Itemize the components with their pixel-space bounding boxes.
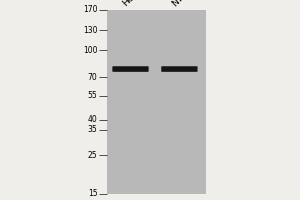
Text: 15: 15 <box>88 190 98 198</box>
Text: 130: 130 <box>83 26 98 35</box>
Text: 25: 25 <box>88 151 98 160</box>
Bar <box>106 10 206 194</box>
Text: 35: 35 <box>88 125 98 134</box>
Text: 70: 70 <box>88 73 98 82</box>
FancyBboxPatch shape <box>161 66 197 72</box>
FancyBboxPatch shape <box>112 66 149 72</box>
Text: NT28: NT28 <box>170 0 193 8</box>
Text: 40: 40 <box>88 115 98 124</box>
Text: HepG2: HepG2 <box>121 0 149 8</box>
Text: 170: 170 <box>83 5 98 15</box>
Text: 100: 100 <box>83 46 98 55</box>
Text: 55: 55 <box>88 91 98 100</box>
